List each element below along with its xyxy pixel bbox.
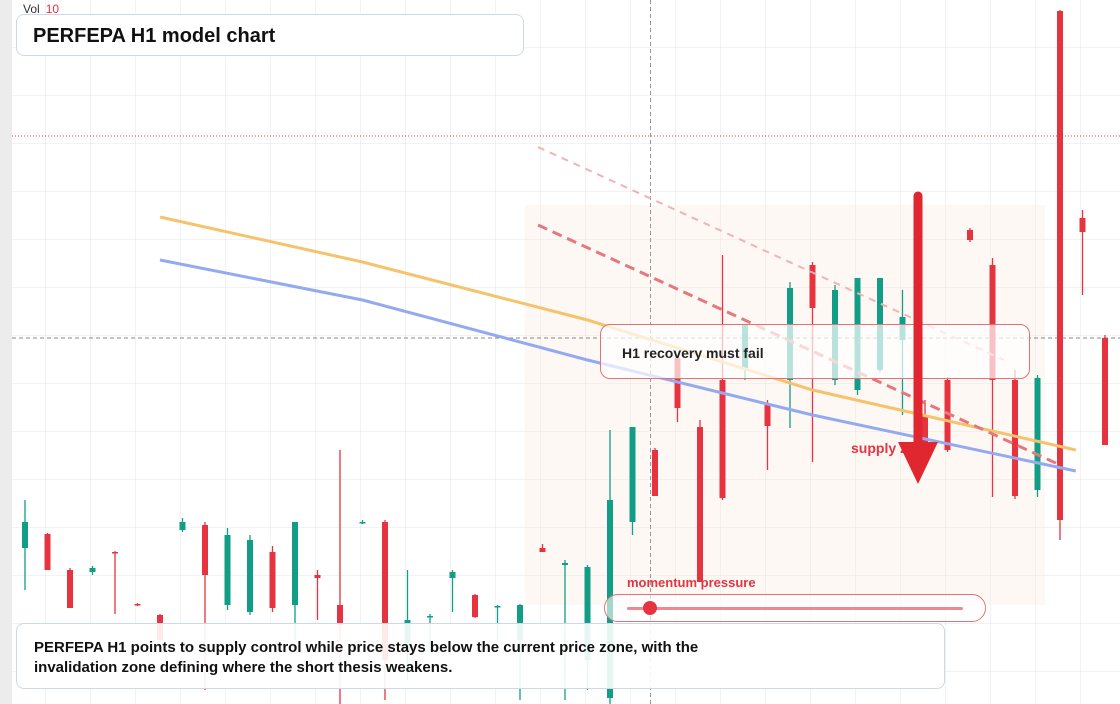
volume-label: Vol xyxy=(23,2,40,16)
zone-shade xyxy=(525,205,1045,605)
candle-body xyxy=(427,616,433,618)
volume-value: 10 xyxy=(45,2,60,16)
indicator-line xyxy=(159,215,1077,452)
candle-body xyxy=(89,568,96,572)
chart-title: PERFEPA H1 model chart xyxy=(33,25,276,47)
candle-body xyxy=(719,380,726,498)
candle-body xyxy=(584,567,591,660)
candle-body xyxy=(292,522,298,605)
candle-body xyxy=(134,604,141,606)
candle-body xyxy=(764,405,771,426)
annotation: H1 recovery must fail xyxy=(622,345,764,361)
candle-body xyxy=(539,548,546,552)
scrollbar xyxy=(0,0,12,704)
annotation-box: H1 recovery must fail xyxy=(600,324,1030,379)
candle-body xyxy=(629,427,636,522)
candle-body xyxy=(562,563,568,565)
candle-body xyxy=(1079,218,1086,232)
candle-body xyxy=(337,605,343,625)
title-box: PERFEPA H1 model chart xyxy=(16,14,524,56)
candle-body xyxy=(247,540,253,612)
candle-body xyxy=(652,450,658,496)
candle-body xyxy=(1102,338,1108,445)
candle-body xyxy=(697,427,703,582)
momentum-slider[interactable] xyxy=(604,594,986,622)
candle-body xyxy=(1057,11,1063,520)
candle-body xyxy=(449,572,456,578)
candle-body xyxy=(67,570,73,608)
slider-track xyxy=(627,607,963,610)
volume-readout: Vol 10 xyxy=(23,2,59,16)
candle-body xyxy=(809,265,816,308)
description: PERFEPA H1 points to supply control whil… xyxy=(34,639,699,676)
candle-body xyxy=(989,265,996,380)
candle-body xyxy=(922,415,928,448)
candle-body xyxy=(494,606,501,608)
candle-body xyxy=(314,575,321,578)
candle-body xyxy=(472,595,478,617)
momentum-label: momentum pressure xyxy=(627,575,756,590)
candle-body xyxy=(112,552,118,554)
description-box: PERFEPA H1 points to supply control whil… xyxy=(16,623,945,689)
candle-body xyxy=(224,535,231,605)
indicator-line xyxy=(159,258,1077,473)
candle-body xyxy=(22,522,28,548)
candle-body xyxy=(1012,380,1018,496)
candle-body xyxy=(517,605,523,640)
candle-body xyxy=(179,522,186,530)
candle-body xyxy=(359,522,366,524)
slider-knob[interactable] xyxy=(643,601,657,615)
candle-body xyxy=(1034,378,1041,490)
candle-body xyxy=(44,534,51,570)
candle-body xyxy=(382,522,388,660)
candle-body xyxy=(944,380,951,450)
candle-body xyxy=(269,552,276,608)
candle-body xyxy=(202,525,208,575)
candle-body xyxy=(967,230,973,240)
zone-label: supply zone xyxy=(851,440,932,456)
